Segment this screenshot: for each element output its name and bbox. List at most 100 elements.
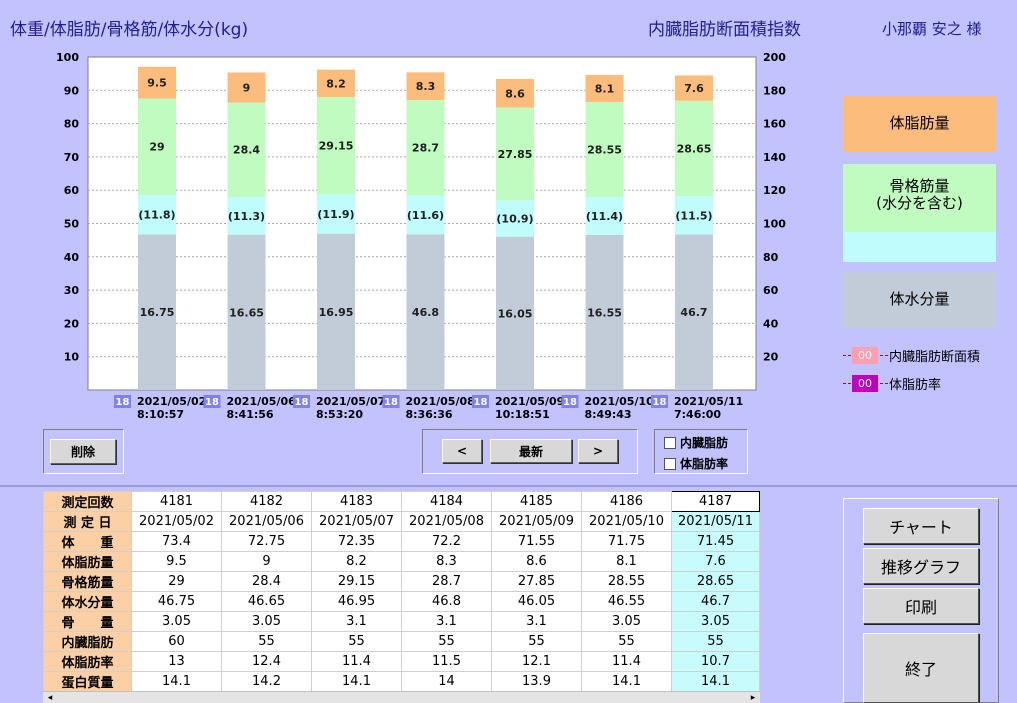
table-cell[interactable]: 71.75 [581, 531, 672, 552]
table-cell[interactable]: 14.1 [581, 671, 672, 692]
bar-segment-muscle_water[interactable] [675, 196, 713, 235]
latest-button[interactable]: 最新 [490, 439, 572, 463]
bar-segment-water[interactable] [317, 233, 355, 390]
table-cell[interactable]: 2021/05/10 [581, 511, 672, 532]
bar-segment-muscle[interactable] [496, 107, 534, 201]
table-cell[interactable]: 3.05 [221, 611, 312, 632]
bar-segment-muscle_water[interactable] [227, 197, 266, 235]
fat-rate-checkbox[interactable] [664, 457, 676, 470]
prev-button[interactable]: < [442, 439, 482, 463]
table-cell[interactable]: 46.65 [221, 591, 312, 612]
table-cell[interactable]: 28.65 [671, 571, 760, 592]
table-cell[interactable]: 11.4 [581, 651, 672, 672]
bar-segment-fat[interactable] [496, 78, 534, 108]
table-cell[interactable]: 14.1 [131, 671, 222, 692]
scroll-left-icon[interactable]: ◂ [47, 693, 53, 703]
table-cell[interactable]: 55 [311, 631, 402, 652]
bar-segment-muscle_water[interactable] [317, 194, 355, 234]
fat-rate-checkbox-row[interactable]: 体脂肪率 [664, 455, 728, 472]
table-cell[interactable]: 3.05 [671, 611, 760, 632]
bar-segment-water[interactable] [675, 234, 713, 390]
print-button[interactable]: 印刷 [863, 588, 979, 624]
table-cell[interactable]: 46.05 [491, 591, 582, 612]
bar-segment-fat[interactable] [138, 66, 176, 99]
delete-button[interactable]: 削除 [50, 439, 116, 464]
table-cell[interactable]: 3.05 [131, 611, 222, 632]
table-cell[interactable]: 28.7 [401, 571, 492, 592]
table-cell[interactable]: 2021/05/09 [491, 511, 582, 532]
table-cell[interactable]: 55 [671, 631, 760, 652]
table-cell[interactable]: 9 [221, 551, 312, 572]
visceral-fat-checkbox[interactable] [664, 436, 676, 449]
table-cell[interactable]: 13.9 [491, 671, 582, 692]
exit-button[interactable]: 終了 [863, 633, 979, 703]
table-cell[interactable]: 46.75 [131, 591, 222, 612]
table-cell[interactable]: 46.55 [581, 591, 672, 612]
bar-segment-muscle[interactable] [406, 99, 445, 196]
table-cell[interactable]: 2021/05/06 [221, 511, 312, 532]
table-cell[interactable]: 3.1 [491, 611, 582, 632]
table-cell[interactable]: 11.4 [311, 651, 402, 672]
next-button[interactable]: > [578, 439, 618, 463]
table-cell[interactable]: 8.1 [581, 551, 672, 572]
table-cell[interactable]: 3.1 [311, 611, 402, 632]
table-cell[interactable]: 3.1 [401, 611, 492, 632]
table-cell[interactable]: 14.1 [671, 671, 760, 692]
table-cell[interactable]: 14.2 [221, 671, 312, 692]
table-cell[interactable]: 2021/05/02 [131, 511, 222, 532]
bar-segment-water[interactable] [585, 234, 624, 390]
bar-segment-muscle[interactable] [317, 96, 355, 195]
table-cell[interactable]: 72.75 [221, 531, 312, 552]
table-cell[interactable]: 2021/05/11 [671, 511, 760, 532]
table-cell[interactable]: 13 [131, 651, 222, 672]
table-cell[interactable]: 2021/05/08 [401, 511, 492, 532]
bar-segment-water[interactable] [496, 236, 534, 390]
bar-segment-fat[interactable] [317, 69, 355, 97]
table-cell[interactable]: 4186 [581, 491, 672, 512]
scroll-right-icon[interactable]: ▸ [750, 693, 756, 703]
table-cell[interactable]: 4183 [311, 491, 402, 512]
table-cell[interactable]: 3.05 [581, 611, 672, 632]
bar-segment-water[interactable] [406, 234, 445, 390]
bar-segment-muscle_water[interactable] [496, 200, 534, 237]
bar-segment-fat[interactable] [227, 72, 266, 103]
bar-segment-muscle_water[interactable] [585, 197, 624, 235]
bar-segment-muscle_water[interactable] [138, 195, 176, 235]
table-cell[interactable]: 4185 [491, 491, 582, 512]
bar-segment-water[interactable] [227, 234, 266, 390]
bar-segment-water[interactable] [138, 234, 176, 390]
bar-segment-muscle_water[interactable] [406, 195, 445, 235]
table-cell[interactable]: 4182 [221, 491, 312, 512]
table-cell[interactable]: 60 [131, 631, 222, 652]
table-cell[interactable]: 73.4 [131, 531, 222, 552]
table-cell[interactable]: 10.7 [671, 651, 760, 672]
bar-segment-muscle[interactable] [138, 98, 176, 196]
table-cell[interactable]: 9.5 [131, 551, 222, 572]
table-cell[interactable]: 71.55 [491, 531, 582, 552]
table-cell[interactable]: 8.3 [401, 551, 492, 572]
bar-segment-muscle[interactable] [585, 101, 624, 198]
table-cell[interactable]: 11.5 [401, 651, 492, 672]
bar-segment-fat[interactable] [406, 72, 445, 100]
visceral-fat-checkbox-row[interactable]: 内臓脂肪 [664, 434, 728, 451]
table-cell[interactable]: 4184 [401, 491, 492, 512]
table-cell[interactable]: 7.6 [671, 551, 760, 572]
table-cell[interactable]: 12.1 [491, 651, 582, 672]
table-cell[interactable]: 4187 [671, 491, 760, 512]
table-cell[interactable]: 72.35 [311, 531, 402, 552]
table-cell[interactable]: 14 [401, 671, 492, 692]
bar-segment-muscle[interactable] [227, 102, 266, 198]
table-cell[interactable]: 55 [491, 631, 582, 652]
table-cell[interactable]: 28.55 [581, 571, 672, 592]
table-cell[interactable]: 8.2 [311, 551, 402, 572]
table-cell[interactable]: 55 [401, 631, 492, 652]
table-cell[interactable]: 14.1 [311, 671, 402, 692]
table-cell[interactable]: 55 [221, 631, 312, 652]
bar-segment-fat[interactable] [675, 75, 713, 101]
chart-button[interactable]: チャート [863, 508, 979, 544]
bar-segment-fat[interactable] [585, 74, 624, 102]
table-cell[interactable]: 55 [581, 631, 672, 652]
table-cell[interactable]: 46.7 [671, 591, 760, 612]
table-cell[interactable]: 29 [131, 571, 222, 592]
trend-graph-button[interactable]: 推移グラフ [863, 548, 979, 584]
